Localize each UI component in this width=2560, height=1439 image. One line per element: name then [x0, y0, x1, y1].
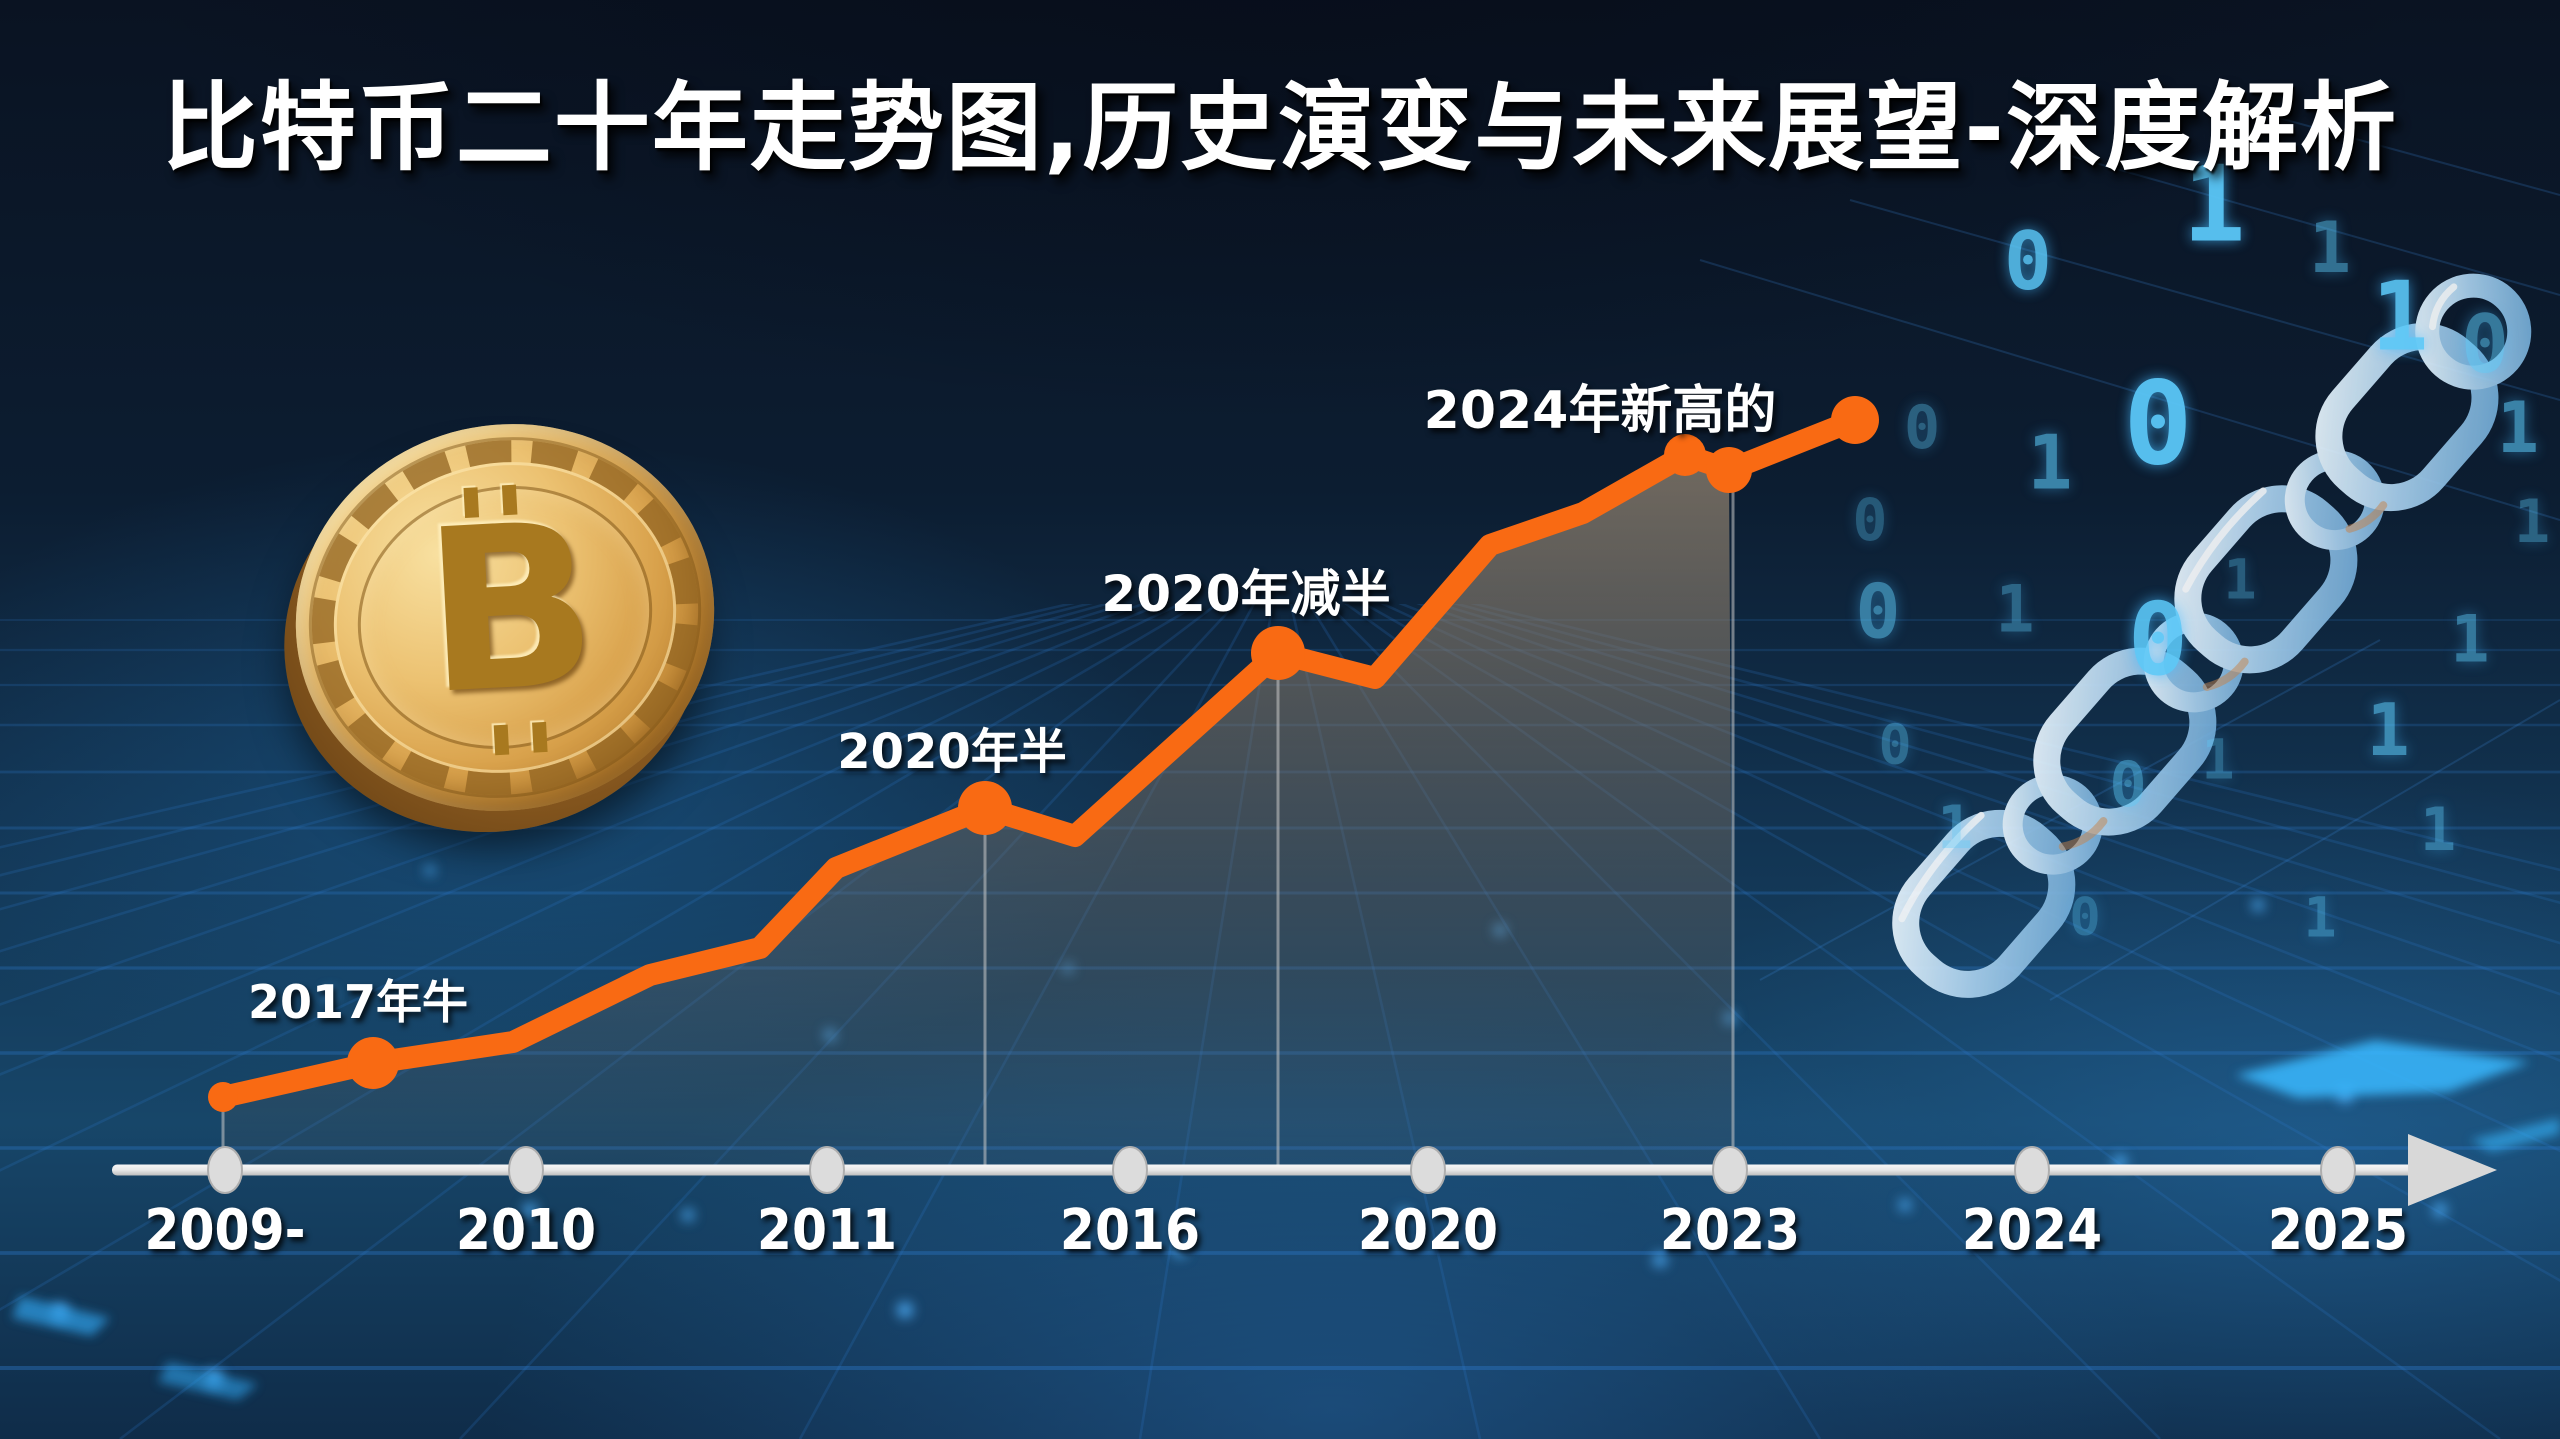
binary-digit: 1	[2308, 207, 2352, 289]
bitcoin-symbol-bar	[463, 487, 480, 518]
binary-digit: 1	[2371, 262, 2429, 373]
binary-digit: 1	[2201, 727, 2235, 792]
year-label-2020: 2020	[1357, 1198, 1499, 1263]
year-label-2011: 2011	[756, 1198, 898, 1263]
timeline-axis	[112, 1134, 2497, 1206]
binary-digit: 1	[2513, 487, 2551, 557]
binary-digit: 1	[2419, 795, 2457, 865]
year-label-2016: 2016	[1059, 1198, 1201, 1263]
binary-digit: 0	[1903, 393, 1941, 463]
axis-tick-nub	[508, 1146, 544, 1194]
axis-tick-nub	[207, 1146, 243, 1194]
circuit-glow-shapes	[12, 1040, 2560, 1400]
binary-digit: 1	[2182, 143, 2246, 266]
binary-digit: 0	[2069, 888, 2101, 948]
data-point-dot	[1664, 434, 1706, 476]
axis-tick-nub	[2320, 1146, 2356, 1194]
binary-digit: 0	[1878, 712, 1912, 777]
binary-digit: 1	[2303, 885, 2337, 950]
axis-tick-nub	[1112, 1146, 1148, 1194]
trend-line	[212, 409, 1866, 1108]
bitcoin-symbol-bar	[501, 484, 518, 516]
binary-digit: 1	[1995, 572, 2035, 648]
trend-dots	[208, 396, 1879, 1112]
annotation-2: 2020年减半	[1101, 565, 1391, 623]
axis-arrow-icon	[2408, 1134, 2497, 1206]
bitcoin-symbol-bar	[493, 724, 510, 756]
year-label-2023: 2023	[1659, 1198, 1801, 1263]
binary-digit: 0	[2460, 298, 2510, 391]
binary-digit: 1	[1936, 793, 1974, 863]
binary-digit: 0	[1855, 567, 1901, 656]
axis-tick-nub	[2014, 1146, 2050, 1194]
binary-digit: 1	[2496, 387, 2540, 469]
annotation-1: 2020年半	[837, 724, 1067, 780]
binary-digit: 0	[2109, 748, 2147, 821]
year-label-2009: 2009-	[144, 1198, 306, 1263]
data-point-dot	[208, 1082, 238, 1112]
binary-digit: 0	[2127, 581, 2189, 698]
axis-tick-nub	[1410, 1146, 1446, 1194]
binary-digit: 1	[2027, 418, 2073, 507]
page-title: 比特币二十年走势图,历史演变与未来展望-深度解析	[161, 72, 2399, 184]
binary-digit: 0	[1852, 486, 1888, 554]
bitcoin-symbol: B	[418, 473, 604, 745]
year-label-2010: 2010	[455, 1198, 597, 1263]
binary-digit: 1	[2223, 547, 2257, 612]
data-point-dot	[347, 1037, 399, 1089]
axis-tick-nub	[1712, 1146, 1748, 1194]
bitcoin-symbol-bar	[532, 721, 548, 753]
bitcoin-coin: B	[245, 382, 753, 874]
year-label-2024: 2024	[1961, 1198, 2103, 1263]
annotation-0: 2017年牛	[247, 975, 469, 1029]
chain-icon	[1892, 273, 2532, 998]
data-point-dot	[1831, 396, 1879, 444]
binary-digit: 0	[2123, 357, 2193, 492]
binary-digit: 0	[2003, 215, 2053, 308]
drop-lines	[221, 482, 1735, 1166]
data-point-dot	[958, 781, 1012, 835]
axis-tick-nub	[809, 1146, 845, 1194]
binary-digit: 1	[2366, 688, 2410, 772]
binary-digit: 1	[2450, 602, 2490, 678]
annotation-3: 2024年新高的	[1423, 381, 1777, 441]
data-point-dot	[1251, 626, 1305, 680]
data-point-dot	[1706, 447, 1752, 493]
year-label-2025: 2025	[2267, 1198, 2409, 1263]
